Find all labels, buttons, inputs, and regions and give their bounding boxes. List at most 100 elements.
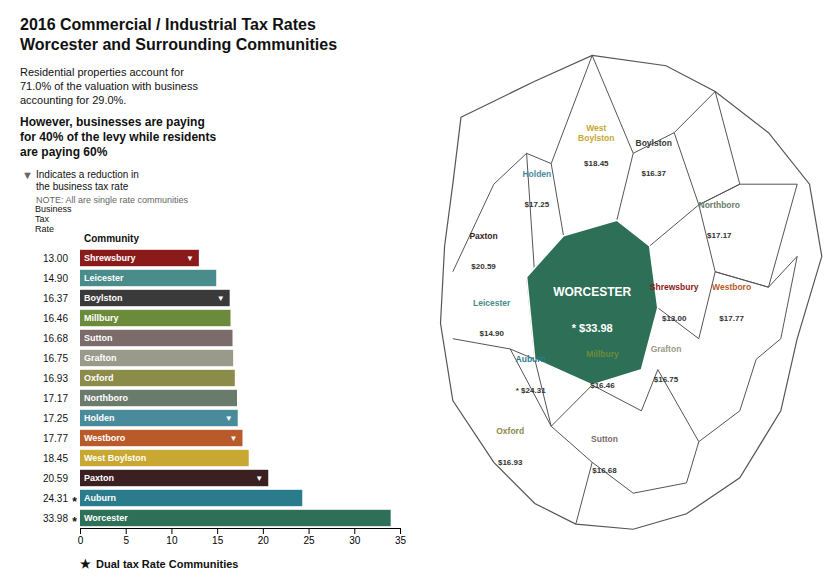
map-label-line: Paxton (469, 231, 497, 241)
subtitle-line: Residential properties account for (20, 66, 184, 78)
data-label: 16.37 (43, 293, 68, 304)
map-center-price: * $33.98 (572, 322, 613, 334)
map-label: Grafton (651, 344, 682, 354)
map-label-line: Millbury (586, 349, 619, 359)
map-label: Boylston (636, 138, 672, 148)
x-tick-label: 35 (395, 535, 407, 546)
map-label-line: Westboro (712, 282, 751, 292)
bars (80, 250, 391, 526)
x-tick-mark (309, 528, 310, 534)
reduction-note-symbol: ▼ (22, 169, 33, 181)
x-axis: 05101520253035 (78, 528, 407, 546)
category-label: Shrewsbury (84, 253, 136, 263)
map-border (592, 442, 699, 494)
bar (80, 390, 237, 406)
category-label: Holden (84, 413, 115, 423)
x-tick: 20 (258, 528, 270, 546)
map-label-line: Holden (522, 169, 551, 179)
bar (80, 490, 302, 506)
dual-symbol: * (72, 515, 77, 529)
bar (80, 470, 268, 486)
x-tick-mark (217, 528, 218, 534)
chart: 2016 Commercial / Industrial Tax Rates Wo… (0, 0, 840, 577)
data-label: 16.68 (43, 333, 68, 344)
bar (80, 250, 199, 266)
x-tick-label: 25 (304, 535, 316, 546)
map-border (453, 277, 535, 359)
reduction-symbol: ▼ (186, 254, 194, 263)
map-label: Auburn (516, 354, 546, 364)
x-tick-mark (400, 528, 401, 534)
reduction-symbol: ▼ (255, 474, 263, 483)
map-price: $13.00 (662, 314, 687, 323)
title-line: 2016 Commercial / Industrial Tax Rates (20, 16, 316, 33)
column-header-line: Business (35, 204, 72, 214)
x-tick-mark (80, 528, 81, 534)
map: WORCESTER * $33.98 Holden $17.25 WestBoylsto… (441, 55, 822, 529)
map-outline (441, 55, 822, 529)
map-border (715, 256, 797, 359)
column-header: BusinessTaxRate (35, 204, 72, 234)
map-label: WestBoylston (578, 123, 614, 143)
x-tick-mark (354, 528, 355, 534)
map-price: $17.77 (719, 314, 744, 323)
map-border (551, 55, 633, 163)
title: 2016 Commercial / Industrial Tax Rates Wo… (20, 16, 337, 53)
category-label: Grafton (84, 353, 117, 363)
map-border (658, 359, 756, 441)
bar (80, 370, 235, 386)
map-price: $16.46 (590, 381, 615, 390)
data-label: 16.93 (43, 373, 68, 384)
data-label: 24.31 (43, 493, 68, 504)
x-tick-label: 10 (166, 535, 178, 546)
x-tick: 25 (304, 528, 316, 546)
column-header-line: Rate (35, 224, 54, 234)
column-header: Community (84, 233, 139, 244)
category-label: Northboro (84, 393, 128, 403)
bar (80, 450, 249, 466)
bar (80, 410, 238, 426)
data-label: 18.45 (43, 453, 68, 464)
map-label-line: Oxford (496, 426, 524, 436)
map-price: $20.59 (471, 262, 496, 271)
subtitle-line: are paying 60% (20, 145, 108, 159)
data-label: 20.59 (43, 473, 68, 484)
category-label: Westboro (84, 433, 126, 443)
subtitle-line: accounting for 29.0%. (20, 94, 126, 106)
bar (80, 310, 230, 326)
map-price: $17.25 (525, 200, 550, 209)
map-price: $16.93 (498, 458, 523, 467)
reduction-symbol: ▼ (225, 414, 233, 423)
category-label: Auburn (84, 493, 116, 503)
map-center-region (527, 220, 658, 385)
map-center-name: WORCESTER (553, 285, 631, 299)
map-price: $16.75 (654, 375, 679, 384)
map-border (650, 205, 716, 339)
data-label: 16.75 (43, 353, 68, 364)
category-label: Paxton (84, 473, 114, 483)
x-tick: 5 (123, 528, 129, 546)
x-tick-mark (263, 528, 264, 534)
subtitle-line: 71.0% of the valuation with business (20, 80, 198, 92)
map-label: Millbury (586, 349, 619, 359)
map-label: Holden (522, 169, 551, 179)
map-label: Northboro (699, 200, 741, 210)
map-price: $16.68 (592, 466, 617, 475)
title-line: Worcester and Surrounding Communities (20, 36, 337, 53)
column-header-line: Tax (35, 214, 50, 224)
reduction-note-line: Indicates a reduction in (36, 169, 139, 180)
data-label: 33.98 (43, 513, 68, 524)
x-tick-mark (126, 528, 127, 534)
category-label: Oxford (84, 373, 114, 383)
x-tick-label: 0 (78, 535, 84, 546)
reduction-symbol: ▼ (230, 434, 238, 443)
data-label: 16.46 (43, 313, 68, 324)
data-label: 17.25 (43, 413, 68, 424)
reduction-note: Indicates a reduction inthe business tax… (36, 169, 139, 192)
map-label-line: Grafton (651, 344, 682, 354)
x-tick: 10 (166, 528, 178, 546)
dual-symbol: * (72, 495, 77, 509)
x-tick-mark (171, 528, 172, 534)
category-label: Millbury (84, 313, 119, 323)
map-price: $16.37 (641, 169, 666, 178)
